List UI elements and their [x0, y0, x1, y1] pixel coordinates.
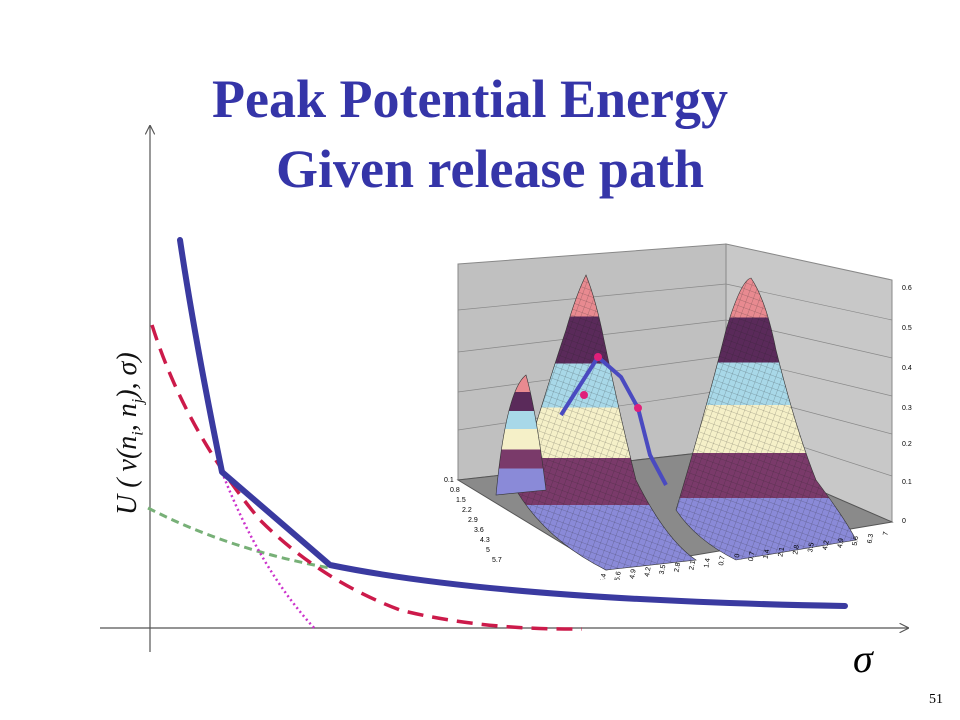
green-dashed-curve: [147, 506, 331, 570]
page-subtitle: Given release path: [276, 139, 704, 199]
svg-text:0.1: 0.1: [444, 477, 454, 484]
bottom-axis-tick: 3.5: [807, 542, 816, 553]
bottom-axis-tick: 5.6: [852, 535, 861, 546]
bottom-axis-tick: 2.8: [674, 562, 683, 573]
svg-text:2.2: 2.2: [462, 507, 472, 514]
bottom-axis-tick: 2.1: [688, 560, 697, 571]
page-title: Peak Potential Energy: [212, 69, 728, 129]
svg-text:0.1: 0.1: [902, 479, 912, 486]
y-axis-label: U ( v(ni, nj), σ): [112, 352, 147, 515]
bottom-axis-tick: 2.1: [777, 547, 786, 558]
svg-text:0: 0: [902, 518, 906, 525]
bottom-axis-tick: 1.4: [763, 549, 772, 560]
bottom-axis-tick: 4.2: [644, 566, 653, 577]
release-path: [559, 355, 668, 486]
path-marker: [580, 391, 588, 399]
svg-text:2.9: 2.9: [468, 517, 478, 524]
svg-text:5.7: 5.7: [492, 557, 502, 564]
svg-text:0.3: 0.3: [902, 405, 912, 412]
magenta-dotted-curve: [220, 471, 317, 631]
bottom-axis-tick: 1.4: [703, 558, 712, 569]
bottom-axis-tick: 6.3: [867, 533, 876, 544]
bottom-axis-tick: 4.9: [837, 538, 846, 549]
bottom-axis-tick: 0.7: [718, 555, 727, 566]
svg-text:0.5: 0.5: [902, 325, 912, 332]
svg-text:4.3: 4.3: [480, 537, 490, 544]
red-dashed-curve: [150, 324, 583, 631]
surface-low-ridge: [495, 374, 547, 496]
svg-text:0.6: 0.6: [902, 285, 912, 292]
bottom-axis-tick: 4.9: [629, 569, 638, 580]
left-axis-ticks: 0.1 0.8 1.5 2.2 2.9 3.6 4.3 5 5.7: [444, 477, 502, 564]
bottom-axis-ticks: 6.4 5.6 4.9 4.2 3.5 2.8 2.1 1.4 0.7 0 0.7 1.4 2.1 2.8…: [599, 531, 890, 580]
bottom-axis-tick: 2.8: [792, 544, 801, 555]
bottom-axis-tick: 7: [882, 531, 890, 536]
x-axis-label: σ: [853, 636, 873, 681]
bottom-axis-tick: 6.4: [599, 573, 608, 580]
bottom-axis-tick: 0.7: [748, 551, 757, 562]
bottom-axis-tick: 5.6: [614, 571, 623, 580]
svg-text:5: 5: [486, 547, 490, 554]
surface-plot: 0 0.1 0.2 0.3 0.4 0.5 0.6 0.1 0.8 1.5 2.…: [444, 243, 912, 580]
svg-text:3.6: 3.6: [474, 527, 484, 534]
svg-text:0.2: 0.2: [902, 441, 912, 448]
svg-text:0.4: 0.4: [902, 365, 912, 372]
svg-text:0.8: 0.8: [450, 487, 460, 494]
svg-text:1.5: 1.5: [456, 497, 466, 504]
bottom-axis-tick: 3.5: [659, 564, 668, 575]
z-axis-ticks: 0 0.1 0.2 0.3 0.4 0.5 0.6: [902, 285, 912, 525]
page-number: 51: [929, 692, 943, 707]
bottom-axis-tick: 0: [734, 553, 742, 558]
path-marker: [634, 404, 642, 412]
path-marker: [594, 353, 602, 361]
bottom-axis-tick: 4.2: [822, 540, 831, 551]
thick-blue-curve: [177, 237, 848, 609]
